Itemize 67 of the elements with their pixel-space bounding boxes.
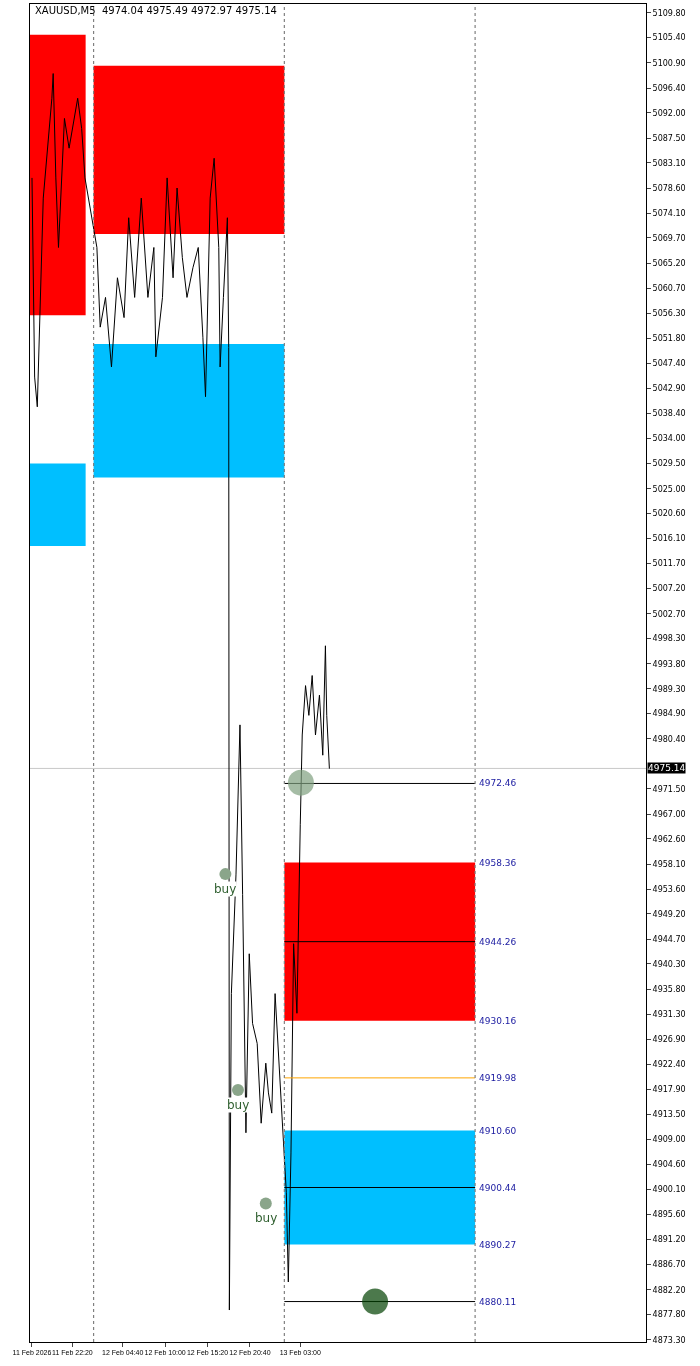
y-tick-label: 4998.30: [652, 634, 686, 644]
y-tick-label: 4891.20: [652, 1235, 686, 1245]
y-tick-label: 4926.90: [652, 1034, 686, 1044]
y-tick-label: 5011.70: [652, 559, 686, 569]
y-tick-label: 4949.20: [652, 909, 686, 919]
y-tick-label: 5056.30: [652, 308, 686, 318]
data-label: buy: [214, 882, 237, 896]
y-tick-label: 4873.30: [652, 1335, 686, 1345]
y-tick-label: 5100.90: [652, 58, 686, 68]
y-tick-label: 5074.10: [652, 209, 686, 219]
y-tick-label: 4940.30: [652, 959, 686, 969]
annotation: 4958.36: [479, 858, 517, 868]
data-label: buy: [255, 1211, 278, 1225]
y-tick-label: 4882.20: [652, 1285, 686, 1295]
y-tick-label: 4944.70: [652, 935, 686, 944]
y-tick-label: 5092.00: [652, 108, 686, 118]
y-tick-label: 5042.90: [652, 384, 686, 394]
y-tick-label: 4935.80: [652, 984, 686, 994]
ref-line-label: 4975.14: [648, 763, 686, 773]
y-tick-label: 4904.60: [652, 1159, 686, 1169]
y-tick-label: 5109.80: [652, 8, 686, 18]
y-tick-label: 4895.60: [652, 1210, 686, 1220]
y-tick-label: 5020.60: [652, 509, 686, 519]
y-tick-label: 4958.10: [652, 859, 686, 869]
y-tick-label: 5016.10: [652, 534, 686, 544]
y-tick-label: 5029.50: [652, 459, 686, 469]
y-tick-label: 5096.40: [652, 83, 686, 93]
y-tick-label: 5105.40: [652, 33, 686, 43]
y-tick-label: 5034.00: [652, 434, 686, 444]
y-tick-label: 5078.60: [652, 183, 686, 193]
y-tick-label: 5025.00: [652, 484, 686, 494]
y-tick-label: 5087.50: [652, 133, 686, 143]
y-tick-label: 5047.40: [652, 358, 686, 368]
annotation: 4930.16: [479, 1016, 517, 1026]
y-tick-label: 4993.80: [652, 659, 686, 669]
y-tick-label: 4886.70: [652, 1260, 686, 1270]
series-label: 4900.44: [479, 1183, 517, 1193]
series-label: 4972.46: [479, 778, 517, 788]
y-tick-label: 5083.10: [652, 158, 686, 168]
y-tick-label: 5060.70: [652, 284, 686, 294]
y-tick-label: 5038.40: [652, 409, 686, 419]
series-label: 4944.26: [479, 937, 517, 947]
y-tick-label: 5051.80: [652, 334, 686, 344]
y-tick-label: 5069.70: [652, 233, 686, 243]
annotation: 4890.27: [479, 1240, 517, 1250]
y-tick-label: 4967.00: [652, 809, 686, 819]
y-tick-label: 4984.90: [652, 709, 686, 719]
chart-title: XAUUSD,M5 4974.04 4975.49 4972.97 4975.14: [35, 4, 277, 16]
y-tick-label: 4989.30: [652, 684, 686, 694]
y-tick-label: 5065.20: [652, 258, 686, 268]
data-label: buy: [227, 1098, 250, 1112]
annotation: 4910.60: [479, 1126, 517, 1136]
y-tick-label: 5002.70: [652, 609, 686, 619]
series-label: 4919.98: [479, 1073, 517, 1083]
y-tick-label: 4913.50: [652, 1110, 686, 1120]
y-tick-label: 4877.80: [652, 1310, 686, 1320]
y-tick-label: 4909.00: [652, 1135, 686, 1145]
y-tick-label: 4953.60: [652, 885, 686, 895]
y-tick-label: 4917.90: [652, 1085, 686, 1095]
y-tick-label: 4962.60: [652, 834, 686, 844]
y-tick-label: 4980.40: [652, 734, 686, 744]
y-tick-label: 4900.10: [652, 1185, 686, 1195]
y-tick-label: 5007.20: [652, 584, 686, 594]
y-tick-label: 4931.30: [652, 1010, 686, 1020]
series-label: 4880.11: [479, 1297, 517, 1307]
y-tick-label: 4971.50: [652, 784, 686, 794]
y-tick-label: 4922.40: [652, 1060, 686, 1070]
